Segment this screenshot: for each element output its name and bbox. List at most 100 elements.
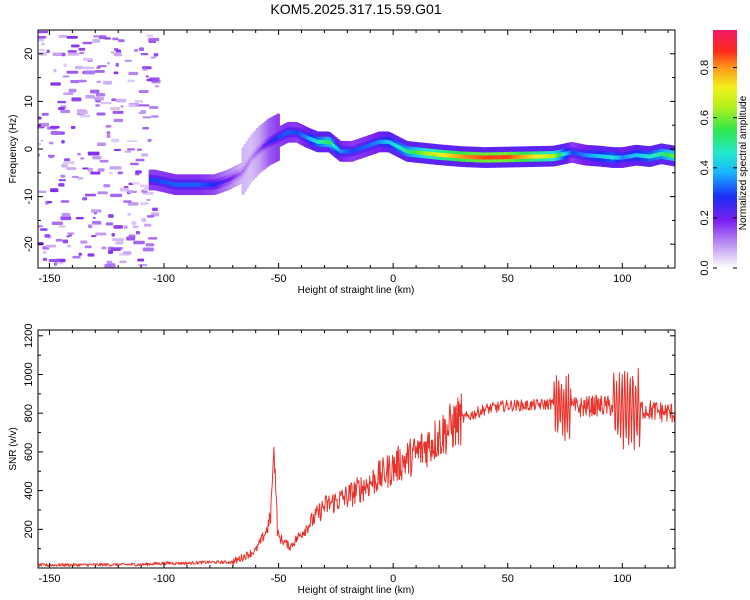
spectrogram-ridge-core bbox=[276, 135, 280, 140]
spectrogram-noise-cell bbox=[78, 79, 87, 83]
spectrogram-noise-cell bbox=[62, 239, 69, 244]
spectrogram-noise-cell bbox=[60, 109, 71, 114]
spectrogram-ridge-core bbox=[454, 153, 457, 159]
spectrogram-ridge-core bbox=[555, 153, 558, 158]
spectrogram-ridge-core bbox=[161, 179, 165, 184]
spectrogram-ridge-core bbox=[602, 154, 606, 159]
spectrogram-ridge-core bbox=[225, 178, 228, 183]
spectrogram-ridge-core bbox=[180, 182, 183, 187]
spectrogram-ridge-core bbox=[596, 153, 600, 159]
spectrogram-noise-cell bbox=[99, 159, 109, 163]
spectrogram-noise-cell bbox=[61, 140, 65, 144]
spectrogram-ridge-core bbox=[563, 151, 567, 156]
spectrogram-ridge-core bbox=[186, 182, 189, 187]
spectrogram-noise-cell bbox=[141, 218, 147, 222]
spectrogram-noise-cell bbox=[141, 153, 149, 157]
spectrogram-noise-cell bbox=[82, 57, 93, 61]
spectrogram-noise-cell bbox=[70, 125, 76, 130]
spectrogram-ridge-core bbox=[417, 150, 420, 155]
spectrogram-ridge-core bbox=[646, 154, 649, 159]
spectrogram-ridge-core bbox=[363, 144, 367, 150]
spectrogram-ridge-core bbox=[157, 178, 160, 183]
snr-frame bbox=[37, 329, 676, 569]
spectrogram-noise-cell bbox=[124, 59, 132, 63]
colorbar-tick-label: 0.6 bbox=[699, 110, 711, 125]
spectrogram-ridge-core bbox=[353, 148, 356, 153]
spectrogram-ridge-core bbox=[528, 154, 532, 159]
spectrogram-ridge-core bbox=[159, 179, 162, 184]
spectrogram-noise-cell bbox=[50, 125, 60, 129]
spectrogram-ridge-core bbox=[538, 154, 542, 159]
spectrogram-noise-cell bbox=[58, 225, 66, 228]
spectrogram-ridge-core bbox=[258, 147, 261, 152]
spectrogram-noise-cell bbox=[96, 112, 106, 116]
spectrogram-ridge-core bbox=[637, 153, 641, 158]
spectrogram-noise-cell bbox=[39, 48, 45, 51]
spectrogram-ridge-core bbox=[338, 148, 342, 154]
snr-x-ticks: -150 -100 -50 0 50 100 bbox=[38, 330, 669, 585]
spectrogram-ridge-core bbox=[532, 154, 536, 159]
spectrogram-noise-cell bbox=[58, 107, 65, 111]
spectrogram-ridge-core bbox=[559, 152, 563, 157]
spectrogram-ridge-core bbox=[167, 181, 171, 186]
spectrogram-ridge-core bbox=[578, 151, 581, 156]
spectrogram-noise-cell bbox=[139, 184, 148, 188]
spectrogram-ridge-core bbox=[495, 155, 499, 160]
spectrogram-ridge-core bbox=[569, 150, 573, 155]
spectrogram-noise-cell bbox=[58, 34, 68, 38]
spectrogram-ridge-core bbox=[627, 154, 631, 159]
spectrogram-ridge-core bbox=[586, 153, 589, 158]
spectrogram-ridge-core bbox=[623, 155, 626, 160]
spectrogram-ridge-core bbox=[221, 179, 224, 185]
spectrogram-noise-cell bbox=[92, 38, 100, 43]
spectrogram-ridge-core bbox=[557, 152, 560, 158]
spectrogram-noise-cell bbox=[101, 246, 107, 250]
spectrogram-noise-cell bbox=[41, 42, 45, 46]
spectrogram-ridge-core bbox=[633, 153, 637, 158]
spectrogram-ridge-core bbox=[489, 155, 492, 160]
spectrogram-noise-cell bbox=[70, 80, 79, 84]
spectrogram-noise-cell bbox=[110, 248, 121, 251]
figure-title: KOM5.2025.317.15.59.G01 bbox=[270, 1, 441, 17]
spectrogram-ridge-core bbox=[223, 179, 226, 184]
spectrogram-ridge-core bbox=[386, 139, 389, 145]
spectrogram-noise-cell bbox=[58, 179, 66, 182]
spectrogram-ridge-core bbox=[590, 153, 593, 158]
spectrogram-noise-cell bbox=[140, 202, 147, 206]
spectrogram-noise-cell bbox=[38, 122, 50, 127]
spectrogram-noise-cell bbox=[50, 188, 59, 193]
spectrogram-noise-cell bbox=[130, 162, 139, 166]
spectrogram-ridge-core bbox=[371, 141, 375, 147]
spectrogram-noise-cell bbox=[113, 118, 124, 123]
spectrogram-ridge-core bbox=[571, 150, 575, 155]
spectrogram-noise-cell bbox=[57, 100, 67, 104]
spectrogram-ridge-core bbox=[518, 154, 521, 159]
spectrogram-ridge-core bbox=[536, 154, 540, 159]
spectrogram-noise-cell bbox=[110, 193, 123, 198]
spectrogram-noise-cell bbox=[60, 216, 72, 221]
spectrogram-noise-cell bbox=[115, 62, 119, 67]
spectrogram-ridge-core bbox=[194, 182, 198, 187]
spectrogram-x-tick-label: -50 bbox=[271, 273, 287, 285]
spectrogram-noise-cell bbox=[74, 65, 83, 70]
spectrogram-noise-cell bbox=[67, 232, 75, 235]
spectrogram-noise-cell bbox=[38, 190, 47, 194]
spectrogram-ridge-core bbox=[305, 135, 309, 140]
spectrogram-noise-cell bbox=[113, 225, 123, 229]
spectrogram-noise-cell bbox=[110, 265, 116, 268]
spectrogram-ridge-core bbox=[487, 155, 490, 160]
spectrogram-noise-cell bbox=[113, 148, 122, 151]
spectrogram-ridge-core bbox=[382, 139, 385, 145]
spectrogram-noise-cell bbox=[142, 247, 154, 252]
spectrogram-noise-cell bbox=[92, 216, 96, 219]
spectrogram-ridge-core bbox=[309, 137, 313, 142]
spectrogram-noise-cell bbox=[82, 197, 88, 201]
spectrogram-noise-cell bbox=[135, 170, 142, 174]
spectrogram-ridge-core bbox=[268, 139, 272, 144]
spectrogram-noise-cell bbox=[108, 171, 113, 175]
spectrogram-ridge-core bbox=[654, 153, 657, 158]
spectrogram-noise-cell bbox=[146, 34, 154, 38]
spectrogram-ridge-core bbox=[151, 177, 154, 183]
spectrogram-ridge-core bbox=[204, 182, 208, 187]
